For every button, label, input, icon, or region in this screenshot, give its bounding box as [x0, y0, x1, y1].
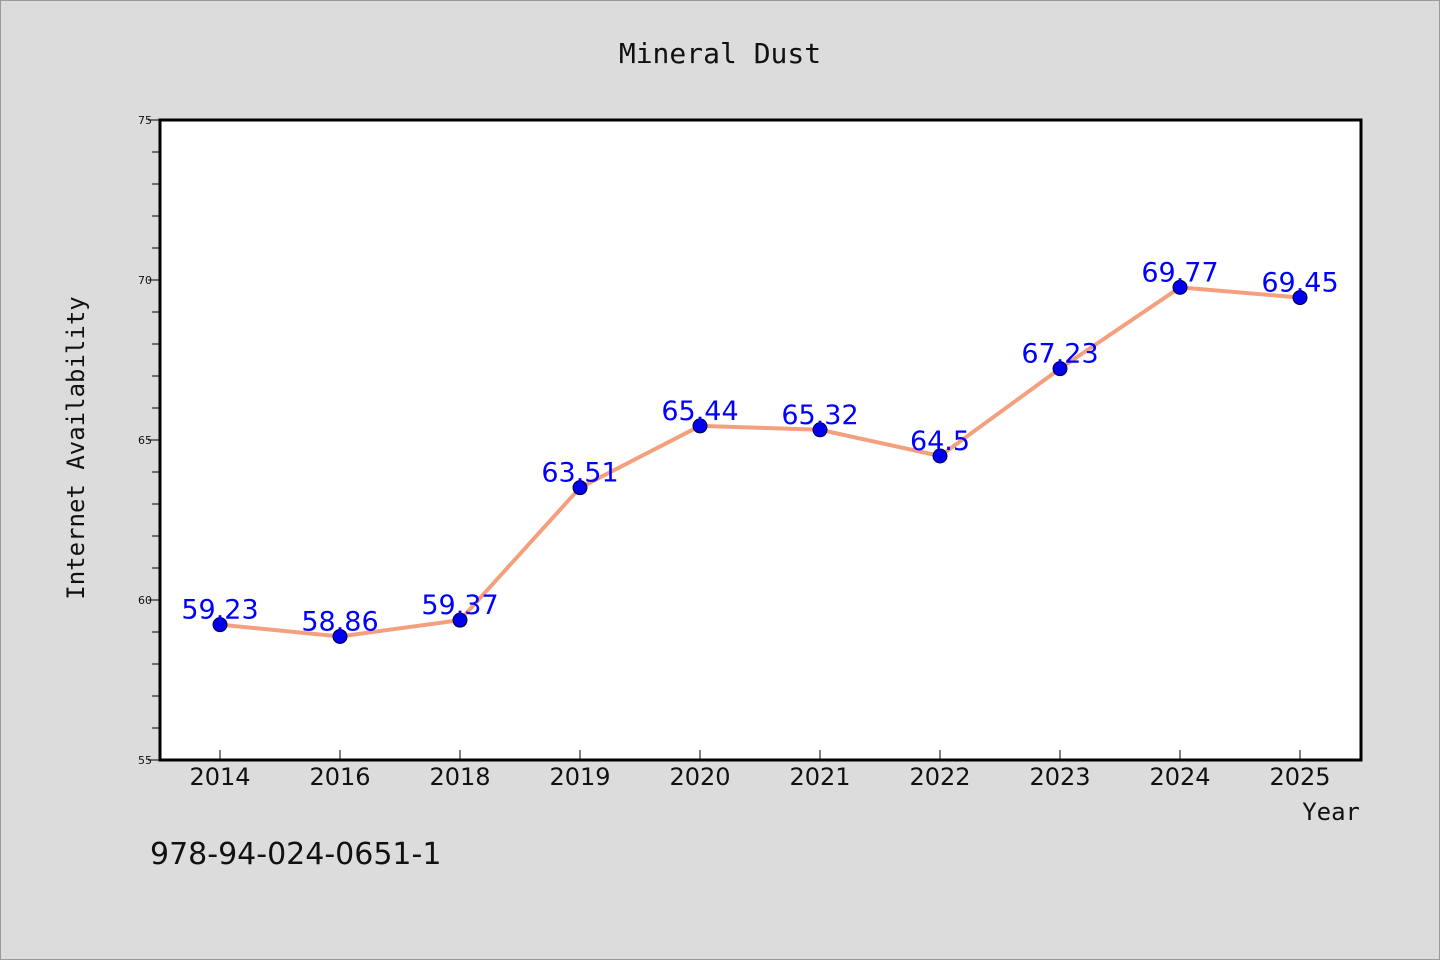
x-axis: 2014 2016 2018 2019 2020 2021 2022 2023 2024 2025	[189, 750, 1331, 791]
x-tick-label: 2023	[1029, 763, 1090, 791]
y-tick-label: 65	[138, 434, 152, 447]
data-point	[572, 480, 588, 496]
x-tick-label: 2025	[1269, 763, 1330, 791]
data-point	[812, 422, 828, 438]
x-tick-label: 2019	[549, 763, 610, 791]
data-point	[332, 628, 348, 644]
x-tick-label: 2016	[309, 763, 370, 791]
data-label: 63.51	[541, 458, 618, 489]
plot-area	[158, 118, 1363, 762]
data-point	[452, 612, 468, 628]
series-layer: 59.23 58.86 59.37 63.51 65.44 65.32 64.5 67.23 6…	[181, 257, 1339, 644]
x-tick-label: 2018	[429, 763, 490, 791]
x-tick-label: 2022	[909, 763, 970, 791]
data-label: 67.23	[1021, 339, 1098, 370]
x-tick-label: 2021	[789, 763, 850, 791]
y-tick-label: 60	[138, 594, 152, 607]
data-label: 69.45	[1261, 268, 1338, 299]
y-axis-label: Internet Availability	[62, 296, 90, 599]
y-axis: 55 60 65 70 75	[138, 114, 160, 767]
x-tick-label: 2020	[669, 763, 730, 791]
x-tick-label: 2024	[1149, 763, 1210, 791]
data-point	[212, 617, 228, 633]
data-point	[932, 448, 948, 464]
data-label: 59.23	[181, 595, 258, 626]
chart-title: Mineral Dust	[619, 37, 821, 70]
x-tick-label: 2014	[189, 763, 250, 791]
data-label: 69.77	[1141, 257, 1218, 288]
data-point	[1052, 361, 1068, 377]
series-line	[218, 285, 1302, 639]
data-label: 65.44	[661, 396, 738, 427]
y-tick-label: 75	[138, 114, 152, 127]
x-axis-label: Year	[1302, 798, 1360, 826]
data-label: 59.37	[421, 590, 498, 621]
data-point	[692, 418, 708, 434]
data-point	[1292, 290, 1308, 306]
data-label: 58.86	[301, 606, 378, 637]
data-label: 65.32	[781, 400, 858, 431]
y-tick-label: 55	[138, 754, 152, 767]
y-tick-label: 70	[138, 274, 152, 287]
data-point	[1172, 279, 1188, 295]
footer-code: 978-94-024-0651-1	[150, 837, 441, 872]
data-label: 64.5	[910, 426, 970, 457]
